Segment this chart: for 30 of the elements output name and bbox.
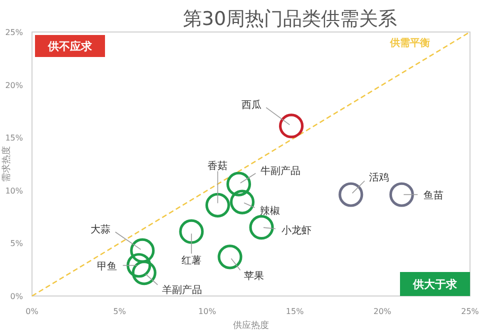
annotation: 甲鱼	[96, 260, 117, 272]
x-tick-label: 0%	[26, 307, 39, 316]
x-axis-title: 供应热度	[233, 320, 269, 331]
annotation: 香菇	[208, 160, 228, 172]
x-tick-label: 15%	[286, 307, 304, 316]
x-tick-label: 25%	[461, 307, 480, 316]
chart-title: 第30周热门品类供需关系	[182, 8, 398, 30]
annotation: 牛副产品	[260, 165, 301, 178]
y-tick-label: 10%	[5, 186, 24, 196]
y-tick-label: 25%	[5, 28, 24, 37]
annotation: 辣椒	[260, 205, 280, 218]
series-label: 供需平衡	[389, 37, 430, 49]
x-tick-label: 5%	[113, 307, 126, 316]
annotation: 红薯	[181, 254, 202, 267]
y-tick-label: 20%	[5, 80, 24, 90]
y-tick-label: 0%	[10, 292, 24, 301]
y-tick-label: 5%	[10, 239, 24, 248]
annotation: 羊副产品	[162, 284, 202, 296]
annotation: 鱼苗	[424, 190, 444, 202]
x-tick-label: 20%	[374, 307, 392, 316]
annotation: 供不应求	[47, 40, 93, 53]
y-tick-label: 15%	[5, 134, 24, 143]
annotation: 活鸡	[368, 172, 389, 184]
y-axis-title: 需求热度	[1, 146, 12, 182]
annotation: 苹果	[244, 270, 264, 282]
annotation: 西瓜	[241, 98, 262, 111]
annotation: 供大于求	[412, 278, 458, 291]
annotation: 小龙虾	[282, 224, 312, 236]
annotation: 大蒜	[90, 224, 110, 236]
x-tick-label: 10%	[198, 307, 216, 316]
